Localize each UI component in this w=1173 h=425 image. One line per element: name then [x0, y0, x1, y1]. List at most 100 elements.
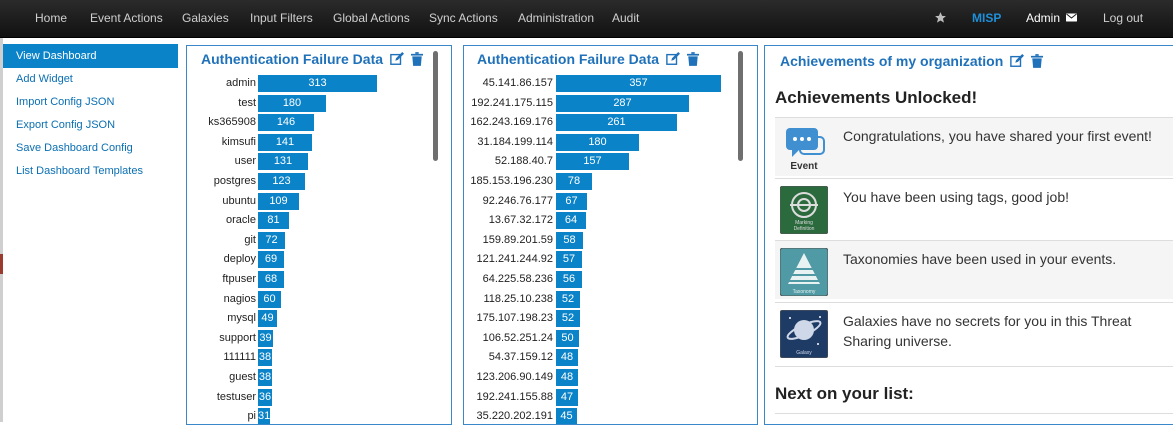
nav-global-actions[interactable]: Global Actions	[333, 11, 410, 25]
bar[interactable]	[556, 75, 721, 92]
user-admin-link[interactable]: Admin	[1026, 11, 1061, 25]
bar[interactable]	[556, 388, 578, 406]
logout-link[interactable]: Log out	[1103, 11, 1144, 25]
bar[interactable]	[258, 231, 285, 249]
bar-value-label: 48	[560, 371, 574, 383]
trash-icon[interactable]	[1031, 54, 1044, 68]
achievement-text: Taxonomies have been used in your events…	[843, 251, 1117, 267]
widget-achievements: Achievements of my organization	[764, 45, 1173, 425]
bar[interactable]	[556, 212, 586, 230]
widget-auth-failure-users: Authentication Failure Data admin 313 test…	[186, 45, 452, 425]
sidebar-item-view-dashboard[interactable]: View Dashboard	[3, 44, 178, 68]
achievement-item: Galaxy Galaxies have no secrets for you …	[775, 302, 1173, 367]
bar[interactable]	[556, 271, 582, 288]
bar-value-label: 60	[263, 292, 276, 305]
bar[interactable]	[258, 329, 273, 347]
bar-value-label: 357	[629, 77, 648, 89]
nav-sync-actions[interactable]: Sync Actions	[429, 11, 498, 25]
sidebar-item-save-dashboard-config[interactable]: Save Dashboard Config	[16, 142, 133, 154]
bar-category-label: admin	[226, 77, 256, 89]
envelope-icon[interactable]	[1066, 13, 1077, 22]
bar[interactable]	[258, 408, 270, 424]
bar-category-label: 192.241.175.115	[471, 96, 553, 109]
sidebar-item-add-widget[interactable]: Add Widget	[16, 73, 73, 85]
bar[interactable]	[556, 231, 583, 249]
bar-category-label: 159.89.201.59	[482, 233, 553, 246]
bar[interactable]	[258, 290, 281, 308]
bar[interactable]	[556, 153, 629, 171]
bar[interactable]	[258, 173, 305, 190]
bar[interactable]	[556, 133, 639, 151]
bar-value-label: 141	[275, 135, 295, 148]
bar-category-label: 45.141.86.157	[482, 77, 553, 89]
nav-event-actions[interactable]: Event Actions	[90, 11, 163, 25]
bar[interactable]	[556, 408, 577, 424]
bar-value-label: 69	[264, 253, 278, 266]
bar[interactable]	[258, 251, 284, 269]
bar-value-label: 31	[258, 410, 271, 423]
achievement-text: Galaxies have no secrets for you in this…	[843, 313, 1132, 349]
bar-value-label: 287	[613, 96, 632, 109]
taxonomy-badge-icon: Taxonomy	[780, 248, 828, 296]
bar[interactable]	[556, 251, 582, 269]
bar[interactable]	[258, 114, 314, 132]
bar[interactable]	[258, 271, 284, 288]
bar-value-label: 68	[264, 273, 278, 285]
bar[interactable]	[258, 388, 272, 406]
widget-title: Authentication Failure Data	[201, 51, 384, 67]
achievement-text: You have been using tags, good job!	[843, 189, 1070, 205]
edit-icon[interactable]	[666, 52, 680, 66]
achievement-item: Event Congratulations, you have shared y…	[775, 117, 1173, 176]
brand-misp[interactable]: MISP	[972, 11, 1002, 25]
bar-category-label: oracle	[226, 214, 256, 227]
edit-icon[interactable]	[1010, 54, 1025, 68]
bar-category-label: support	[219, 331, 256, 344]
bar[interactable]	[258, 349, 272, 367]
nav-administration[interactable]: Administration	[518, 11, 595, 25]
sidebar-item-list-dashboard-templates[interactable]: List Dashboard Templates	[16, 165, 143, 177]
bar-category-label: 192.241.155.88	[476, 390, 553, 403]
nav-input-filters[interactable]: Input Filters	[250, 11, 313, 25]
bar-value-label: 47	[560, 390, 574, 403]
trash-icon[interactable]	[410, 52, 423, 66]
bar[interactable]	[258, 153, 308, 171]
bar-category-label: guest	[229, 371, 256, 383]
bar[interactable]	[556, 173, 592, 190]
star-icon[interactable]	[934, 11, 947, 24]
bar-value-label: 157	[583, 155, 602, 168]
bar[interactable]	[556, 94, 689, 112]
nav-audit[interactable]: Audit	[612, 11, 640, 25]
sidebar-item-export-config-json[interactable]: Export Config JSON	[16, 119, 116, 131]
edge-marker	[0, 254, 3, 274]
bar[interactable]	[258, 192, 299, 210]
bar[interactable]	[258, 212, 289, 230]
sidebar-item-import-config-json[interactable]: Import Config JSON	[16, 96, 115, 108]
edit-icon[interactable]	[390, 52, 404, 66]
bar[interactable]	[556, 192, 587, 210]
bar[interactable]	[556, 290, 580, 308]
nav-home[interactable]: Home	[35, 11, 68, 25]
bar[interactable]	[556, 114, 677, 132]
svg-text:Galaxy: Galaxy	[796, 350, 812, 356]
bar[interactable]	[556, 310, 580, 328]
nav-galaxies[interactable]: Galaxies	[182, 11, 229, 25]
bar-category-label: 31.184.199.114	[477, 135, 553, 148]
bar[interactable]	[258, 310, 277, 328]
top-nav-bar: Home Event Actions Galaxies Input Filter…	[0, 0, 1173, 38]
bar[interactable]	[258, 75, 377, 92]
galaxy-badge-icon: Galaxy	[780, 310, 828, 358]
bar[interactable]	[258, 94, 326, 112]
trash-icon[interactable]	[686, 52, 699, 66]
bar-value-label: 123	[272, 175, 291, 187]
bar[interactable]	[556, 349, 578, 367]
bar[interactable]	[556, 369, 578, 386]
bar[interactable]	[556, 329, 579, 347]
bar[interactable]	[258, 133, 312, 151]
scrollbar-thumb[interactable]	[433, 51, 438, 161]
bar-value-label: 78	[567, 175, 581, 187]
bar-value-label: 52	[561, 292, 575, 305]
bar-category-label: 64.225.58.236	[482, 273, 553, 285]
bar[interactable]	[258, 369, 272, 386]
window-left-edge	[0, 38, 3, 422]
scrollbar-thumb[interactable]	[738, 51, 743, 161]
